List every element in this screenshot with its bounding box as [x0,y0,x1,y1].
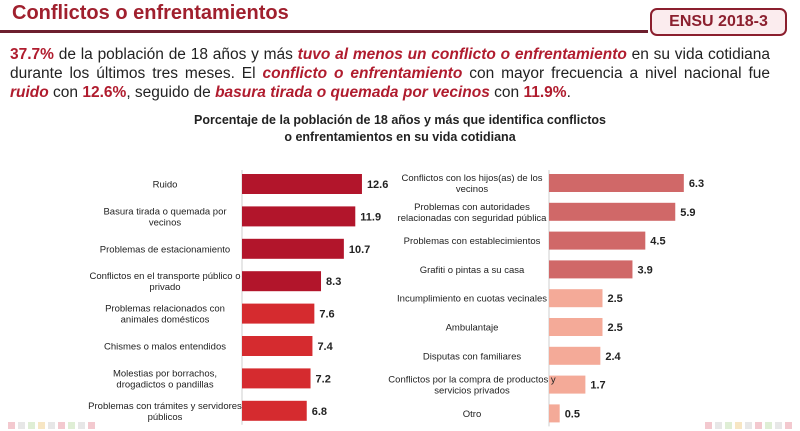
bar-left-1 [242,206,356,227]
footer-decoration-right [705,422,792,429]
value-label-left-0: 12.6 [367,179,388,191]
value-label-right-5: 2.5 [608,322,623,334]
category-label-left-0: Ruido [153,180,178,191]
bar-right-7 [549,375,586,394]
bar-right-8 [549,404,560,423]
category-label-right-8: Otro [463,409,481,420]
bar-right-0 [549,174,684,192]
category-label-left-3: Conflictos en el transporte público o pri… [89,271,240,293]
summary-highlight-3: ruido [10,84,49,101]
value-label-left-4: 7.6 [319,309,334,321]
chart-title-line-1: Porcentaje de la población de 18 años y … [194,113,606,127]
value-label-left-2: 10.7 [349,244,370,256]
bar-right-2 [549,231,646,250]
bar-left-2 [242,238,344,259]
bar-right-5 [549,318,603,336]
bar-left-3 [242,271,322,292]
title-divider [0,30,648,33]
bar-right-1 [549,202,676,221]
bar-left-0 [242,174,362,194]
summary-highlight-1: tuvo al menos un conflicto o enfrentamie… [297,46,627,63]
summary-text-1: de la población de 18 años y más [53,46,298,63]
value-label-right-6: 2.4 [605,351,621,363]
category-label-left-6: Molestias por borrachos, drogadictos o pa… [113,368,217,390]
value-label-right-2: 4.5 [650,236,665,248]
category-label-left-7: Problemas con trámites y servidores públi… [88,401,242,423]
page-title: Conflictos o enfrentamientos [12,2,289,24]
summary-pct-total: 37.7% [10,46,54,63]
value-label-right-7: 1.7 [590,380,605,392]
survey-badge: ENSU 2018-3 [650,8,787,36]
value-label-left-3: 8.3 [326,276,341,288]
bar-left-7 [242,400,307,421]
summary-text-3: con mayor frecuencia a nivel nacional fu… [462,65,771,82]
summary-pct-basura: 11.9% [523,84,567,101]
chart-left: 12.6 Ruido 11.9 Basura tirada o quemada por… [88,170,388,425]
value-label-left-5: 7.4 [317,341,333,353]
value-label-right-4: 2.5 [608,293,623,305]
value-label-left-6: 7.2 [316,373,331,385]
value-label-right-3: 3.9 [637,264,652,276]
category-label-right-2: Problemas con establecimientos [404,236,541,247]
chart-title-line-2: o enfrentamientos en su vida cotidiana [284,130,516,144]
value-label-right-1: 5.9 [680,207,695,219]
category-label-left-5: Chismes o malos entendidos [104,342,226,353]
summary-text-4: con [48,84,83,101]
category-label-right-0: Conflictos con los hijos(as) de los vecin… [402,173,543,195]
bar-right-4 [549,289,603,308]
summary-text-2: en su vida cotidiana durante los últimos… [10,46,771,82]
bar-right-3 [549,260,633,279]
summary-text-6: con [489,84,524,101]
category-label-left-4: Problemas relacionados con animales domés… [105,304,225,326]
summary-highlight-4: basura tirada o quemada por vecinos [215,84,490,101]
category-label-right-6: Disputas con familiares [423,351,521,362]
bar-right-6 [549,346,601,365]
summary-text-5: , seguido de [126,84,216,101]
value-label-right-8: 0.5 [565,408,580,420]
summary-paragraph: 37.7% de la población de 18 años y más t… [10,45,770,102]
category-label-left-1: Basura tirada o quemada por vecinos [103,206,226,228]
value-label-left-7: 6.8 [312,406,327,418]
category-label-right-4: Incumplimiento en cuotas vecinales [397,294,547,305]
value-label-right-0: 6.3 [689,178,704,190]
category-label-right-3: Grafiti o pintas a su casa [420,265,525,276]
value-label-left-1: 11.9 [360,211,381,223]
category-label-right-1: Problemas con autoridades relacionadas co… [398,202,548,224]
category-label-right-5: Ambulantaje [446,323,499,334]
category-label-left-2: Problemas de estacionamiento [100,244,230,255]
summary-text-7: . [566,84,571,101]
bar-left-4 [242,303,315,324]
bar-left-5 [242,336,313,356]
summary-highlight-2: conflicto o enfrentamiento [262,65,463,82]
chart-title: Porcentaje de la población de 18 años y … [150,112,650,146]
bar-left-6 [242,368,311,389]
chart-right: 6.3 Conflictos con los hijos(as) de los ve… [388,170,704,427]
footer-decoration-left [8,422,95,429]
summary-pct-ruido: 12.6% [82,84,127,101]
